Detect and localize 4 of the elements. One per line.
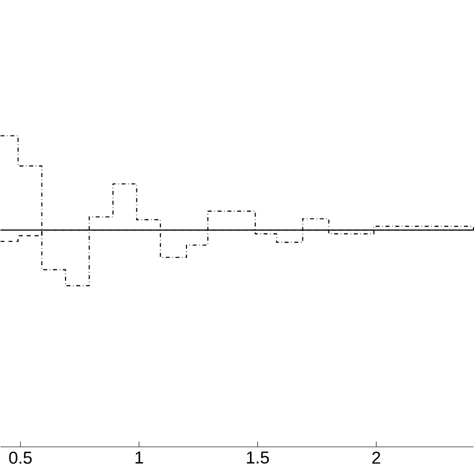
x-tick-label: 0.5 bbox=[9, 451, 32, 464]
x-tick-label: 1 bbox=[136, 451, 144, 464]
x-tick-label: 2 bbox=[372, 451, 380, 464]
x-tick-label: 1.5 bbox=[246, 451, 269, 464]
